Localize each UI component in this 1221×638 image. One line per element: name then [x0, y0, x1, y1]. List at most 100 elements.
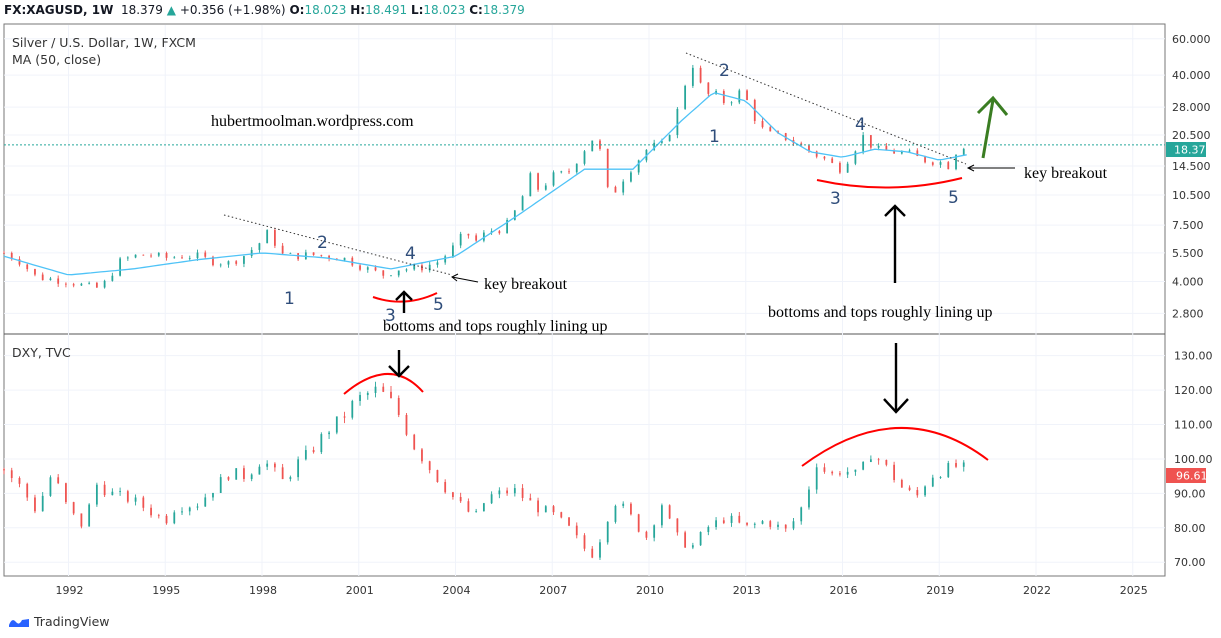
- ma-indicator-label[interactable]: MA (50, close): [12, 52, 101, 67]
- dxy-candle-body: [553, 506, 555, 512]
- dxy-candle-body: [862, 462, 864, 470]
- dxy-candle-body: [50, 477, 52, 496]
- key-breakout-label-left: key breakout: [484, 276, 568, 293]
- lining-up-label-left: bottoms and tops roughly lining up: [383, 318, 607, 335]
- silver-candle-body: [909, 150, 911, 151]
- silver-candle-body: [220, 265, 222, 266]
- wave-label-right-1: 1: [709, 127, 720, 147]
- wave-label-left-4: 4: [405, 244, 416, 264]
- arrow-up-right[interactable]: [885, 206, 905, 283]
- time-tick-label: 2013: [733, 584, 761, 597]
- silver-candle-body: [692, 68, 694, 86]
- silver-candle-body: [615, 187, 617, 193]
- dxy-candle-body: [320, 434, 322, 452]
- dxy-candle-body: [560, 512, 562, 517]
- dxy-candle-body: [259, 467, 261, 475]
- time-tick-label: 2016: [830, 584, 858, 597]
- dxy-candle-body: [150, 508, 152, 516]
- dxy-candle-body: [390, 392, 392, 398]
- silver-candle-body: [498, 231, 500, 233]
- dxy-candle-body: [228, 477, 230, 480]
- silver-candle-body: [878, 146, 880, 148]
- dxy-candle-body: [576, 526, 578, 536]
- dxy-price-axis[interactable]: 70.00 80.00 90.00 100.00 110.00 120.00 130.00: [1174, 350, 1213, 570]
- wave-label-left-3: 3: [385, 306, 396, 326]
- dxy-candle-body: [676, 519, 678, 533]
- dxy-candle-body: [762, 521, 764, 524]
- time-tick-label: 2007: [539, 584, 567, 597]
- dxy-candle-body: [19, 478, 21, 484]
- dxy-tick-label: 120.00: [1174, 384, 1213, 397]
- dxy-candle-body: [955, 463, 957, 467]
- silver-candle-body: [150, 256, 152, 257]
- silver-candle-body: [111, 276, 113, 281]
- dxy-candle-body: [297, 459, 299, 477]
- silver-candle-body: [746, 90, 748, 100]
- silver-candles: [3, 65, 965, 289]
- dxy-candle-body: [646, 532, 648, 538]
- dxy-price-tag: 96.61: [1166, 468, 1208, 483]
- tradingview-brand: TradingView: [34, 614, 110, 629]
- silver-candle-body: [3, 253, 5, 254]
- dxy-candle-body: [537, 500, 539, 512]
- tradingview-logo[interactable]: TradingView: [8, 614, 110, 629]
- time-axis[interactable]: 1992 1995 1998 2001 2004 2007 2010 2013 2016 2019…: [56, 584, 1148, 597]
- dxy-candle-body: [684, 532, 686, 547]
- top-arc-right[interactable]: [802, 428, 988, 466]
- dxy-candle-body: [839, 473, 841, 474]
- dxy-candle-body: [111, 492, 113, 495]
- silver-candle-body: [630, 172, 632, 181]
- silver-tick-label: 28.000: [1172, 101, 1211, 114]
- dxy-candle-body: [932, 478, 934, 487]
- silver-candle-body: [468, 234, 470, 236]
- silver-candle-body: [437, 262, 439, 264]
- silver-candle-body: [204, 253, 206, 257]
- dxy-candle-body: [731, 516, 733, 523]
- dxy-tick-label: 100.00: [1174, 453, 1213, 466]
- silver-candle-body: [320, 255, 322, 256]
- silver-candle-body: [274, 230, 276, 246]
- dxy-candle-body: [901, 480, 903, 488]
- silver-price-axis[interactable]: 2.800 4.000 5.500 7.500 10.500 14.500 20.500 28…: [1172, 33, 1211, 321]
- silver-candle-body: [34, 269, 36, 275]
- silver-tick-label: 14.500: [1172, 160, 1211, 173]
- dxy-candle-body: [885, 460, 887, 465]
- silver-candle-body: [382, 270, 384, 275]
- dxy-candle-body: [746, 523, 748, 525]
- dxy-candle-body: [166, 516, 168, 523]
- dxy-candle-body: [398, 398, 400, 415]
- bottom-arc-right[interactable]: [817, 178, 962, 188]
- dxy-candle-body: [607, 522, 609, 542]
- dxy-candle-body: [88, 505, 90, 527]
- silver-candle-body: [289, 253, 291, 254]
- dxy-candle-body: [793, 521, 795, 528]
- time-tick-label: 1995: [152, 584, 180, 597]
- arrow-down-right[interactable]: [884, 343, 908, 412]
- silver-candle-body: [359, 265, 361, 269]
- dxy-candle-body: [413, 435, 415, 450]
- time-tick-label: 2001: [346, 584, 374, 597]
- dxy-candle-body: [235, 468, 237, 479]
- dxy-candle-body: [189, 508, 191, 512]
- silver-candle-body: [282, 246, 284, 254]
- silver-tick-label: 2.800: [1172, 307, 1204, 320]
- dxy-candle-body: [963, 462, 965, 466]
- silver-candle-body: [127, 257, 129, 258]
- arrow-down-left[interactable]: [389, 350, 409, 376]
- silver-candle-body: [259, 243, 261, 250]
- dxy-candle-body: [522, 488, 524, 498]
- dxy-tick-label: 90.00: [1174, 487, 1206, 500]
- dxy-candle-body: [568, 517, 570, 525]
- silver-candle-body: [344, 258, 346, 260]
- silver-candle-body: [50, 278, 52, 280]
- dxy-candle-body: [173, 512, 175, 523]
- dxy-candle-body: [622, 504, 624, 506]
- silver-candle-body: [607, 149, 609, 187]
- silver-candle-body: [243, 256, 245, 264]
- dxy-candle-body: [924, 486, 926, 495]
- silver-candle-body: [73, 284, 75, 285]
- trendline-left[interactable]: [224, 215, 452, 275]
- silver-candle-body: [723, 91, 725, 103]
- wave-label-left-5: 5: [433, 295, 444, 315]
